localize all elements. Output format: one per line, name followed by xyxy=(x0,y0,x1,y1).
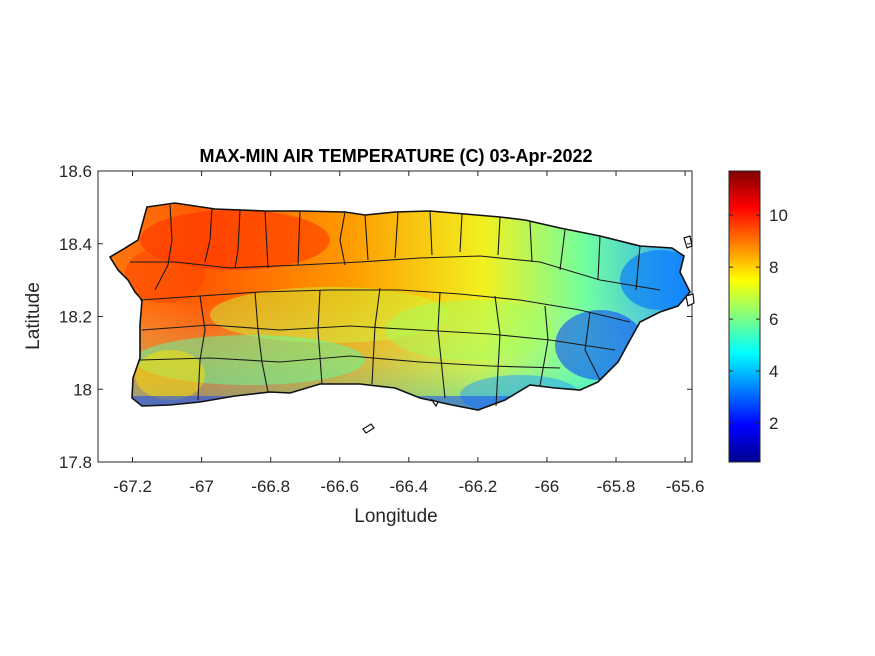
y-tick-label: 18.6 xyxy=(59,162,92,181)
x-tick-label: -65.6 xyxy=(666,477,705,496)
colorbar-tick-label: 8 xyxy=(769,258,778,277)
x-tick-label: -66.2 xyxy=(459,477,498,496)
y-tick-label: 17.8 xyxy=(59,453,92,472)
x-axis-ticks: -67.2 -67 -66.8 -66.6 -66.4 -66.2 -66 -65.8 -65.… xyxy=(113,171,704,496)
y-tick-label: 18.4 xyxy=(59,235,92,254)
island-outline xyxy=(108,202,691,411)
x-tick-label: -66.6 xyxy=(320,477,359,496)
offshore-islets xyxy=(362,235,695,434)
x-tick-label: -66.8 xyxy=(251,477,290,496)
municipality-boundaries xyxy=(130,204,661,407)
colorbar-tick-label: 10 xyxy=(769,206,788,225)
chart-title: MAX-MIN AIR TEMPERATURE (C) 03-Apr-2022 xyxy=(199,146,592,166)
colorbar-tick-label: 6 xyxy=(769,310,778,329)
x-tick-label: -66 xyxy=(535,477,560,496)
y-axis-label: Latitude xyxy=(23,282,44,350)
y-tick-label: 18 xyxy=(73,380,92,399)
colorbar xyxy=(728,170,761,463)
x-tick-label: -66.4 xyxy=(389,477,428,496)
y-axis-ticks: 18.6 18.4 18.2 18 17.8 xyxy=(59,162,692,472)
colorbar-tick-label: 4 xyxy=(769,362,778,381)
y-tick-label: 18.2 xyxy=(59,308,92,327)
colorbar-ticks: 2 4 6 8 10 xyxy=(729,206,788,433)
x-axis-label: Longitude xyxy=(354,506,437,527)
x-tick-label: -67 xyxy=(189,477,214,496)
x-tick-label: -67.2 xyxy=(113,477,152,496)
colorbar-tick-label: 2 xyxy=(769,414,778,433)
x-tick-label: -65.8 xyxy=(597,477,636,496)
